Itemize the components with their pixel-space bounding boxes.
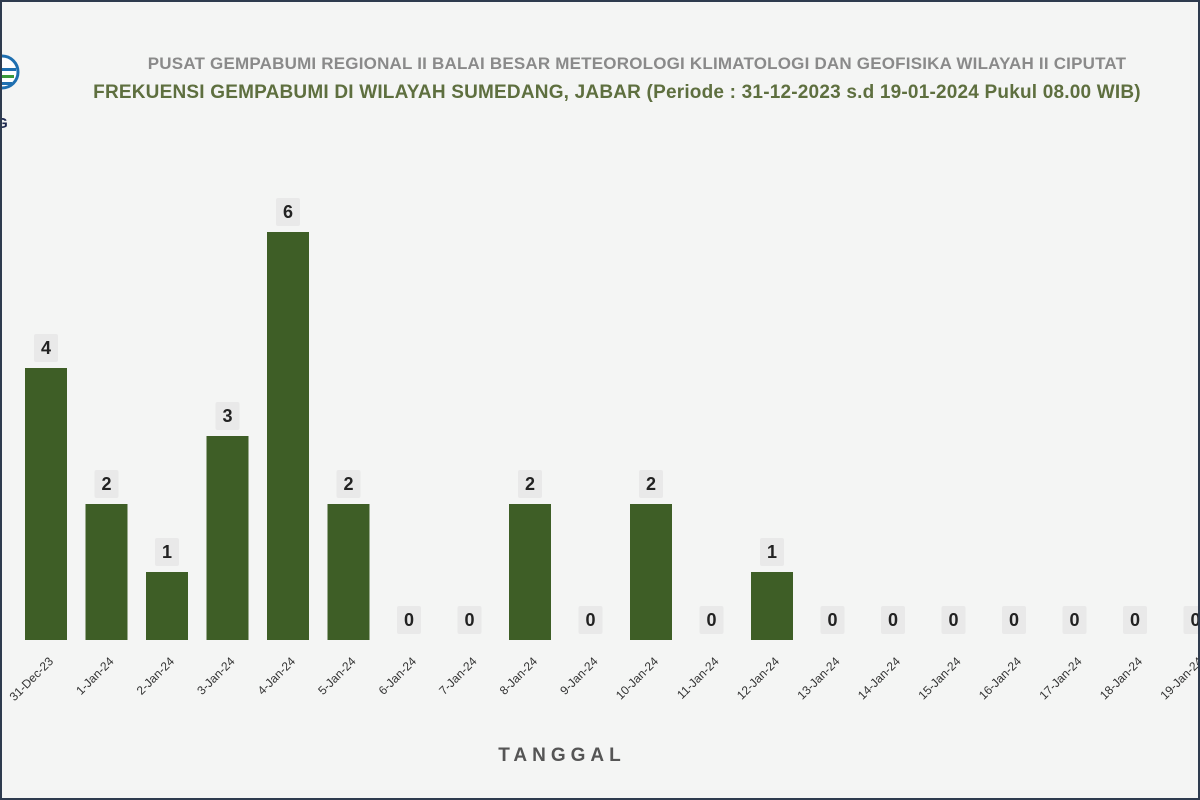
data-label: 1 [767,542,777,562]
bar-12-Jan-24 [751,572,793,640]
x-tick-label: 1-Jan-24 [73,654,117,698]
bar-31-Dec-23 [25,368,67,640]
x-tick-label: 7-Jan-24 [436,654,480,698]
data-label-box [1062,606,1087,634]
data-label: 2 [525,474,535,494]
data-label-box [397,606,421,634]
data-label-box [34,334,58,362]
data-label: 2 [343,474,353,494]
data-label: 0 [404,610,414,630]
x-tick-label: 16-Jan-24 [976,654,1024,702]
x-tick-label: 13-Jan-24 [795,654,843,702]
x-tick-label: 6-Jan-24 [376,654,420,698]
data-label: 4 [41,338,51,358]
bmkg-logo-icon: G [0,54,20,132]
x-tick-label: 9-Jan-24 [557,654,601,698]
x-tick-label: 10-Jan-24 [613,654,661,702]
data-label-box [699,606,724,634]
data-label-box [941,606,966,634]
x-tick-label: 8-Jan-24 [497,654,541,698]
x-tick-label: 31-Dec-23 [7,654,57,704]
data-label: 0 [948,610,958,630]
x-tick-label: 11-Jan-24 [674,654,722,702]
x-tick-label: 18-Jan-24 [1097,654,1145,702]
x-tick-label: 2-Jan-24 [134,654,178,698]
bar-4-Jan-24 [267,232,309,640]
data-label: 0 [464,610,474,630]
data-label-box [215,402,240,430]
data-label: 0 [1009,610,1019,630]
data-label-box [639,470,663,498]
x-tick-label: 19-Jan-24 [1158,654,1200,702]
x-tick-label: 12-Jan-24 [734,654,782,702]
data-label-box [276,198,300,226]
data-label-box [94,470,119,498]
data-label: 0 [1069,610,1079,630]
x-axis-label: TANGGAL [498,745,626,766]
bar-8-Jan-24 [509,504,551,640]
data-label-box [881,606,905,634]
data-label: 0 [706,610,716,630]
data-label-box [336,470,361,498]
data-label-box [457,606,482,634]
data-label: 2 [101,474,111,494]
data-label-box [155,538,179,566]
chart-title: PUSAT GEMPABUMI REGIONAL II BALAI BESAR … [147,54,1127,73]
chart-subtitle: FREKUENSI GEMPABUMI DI WILAYAH SUMEDANG,… [93,82,1141,103]
bar-3-Jan-24 [206,436,249,640]
bar-2-Jan-24 [146,572,188,640]
data-label-box [1002,606,1026,634]
data-label: 3 [222,406,232,426]
data-label: 2 [646,474,656,494]
data-label: 0 [1130,610,1140,630]
data-label: 0 [1190,610,1200,630]
x-tick-label: 17-Jan-24 [1037,654,1085,702]
logo-letter: G [0,115,8,132]
data-label-box [518,470,542,498]
data-label: 6 [283,202,293,222]
x-tick-label: 5-Jan-24 [315,654,359,698]
data-label-box [820,606,845,634]
data-label-box [578,606,603,634]
x-tick-label: 15-Jan-24 [916,654,964,702]
data-label: 0 [827,610,837,630]
x-tick-label: 14-Jan-24 [855,654,903,702]
x-tick-label: 4-Jan-24 [255,654,299,698]
bar-1-Jan-24 [85,504,128,640]
data-label-box [760,538,784,566]
data-label-box [1183,606,1198,634]
bar-10-Jan-24 [630,504,672,640]
data-label: 0 [585,610,595,630]
data-label-box [1123,606,1147,634]
bar-5-Jan-24 [327,504,370,640]
data-label: 1 [162,542,172,562]
data-label: 0 [888,610,898,630]
x-tick-label: 3-Jan-24 [194,654,238,698]
